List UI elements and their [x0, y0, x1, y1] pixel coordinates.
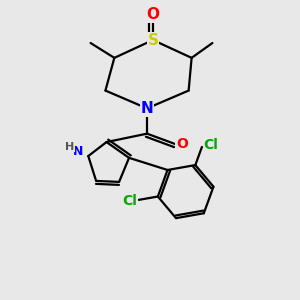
- Text: S: S: [148, 32, 158, 47]
- Text: N: N: [73, 145, 83, 158]
- Text: Cl: Cl: [203, 138, 218, 152]
- Text: N: N: [141, 101, 153, 116]
- Text: O: O: [146, 7, 160, 22]
- Text: H: H: [65, 142, 74, 152]
- Text: Cl: Cl: [122, 194, 137, 208]
- Text: O: O: [176, 137, 188, 151]
